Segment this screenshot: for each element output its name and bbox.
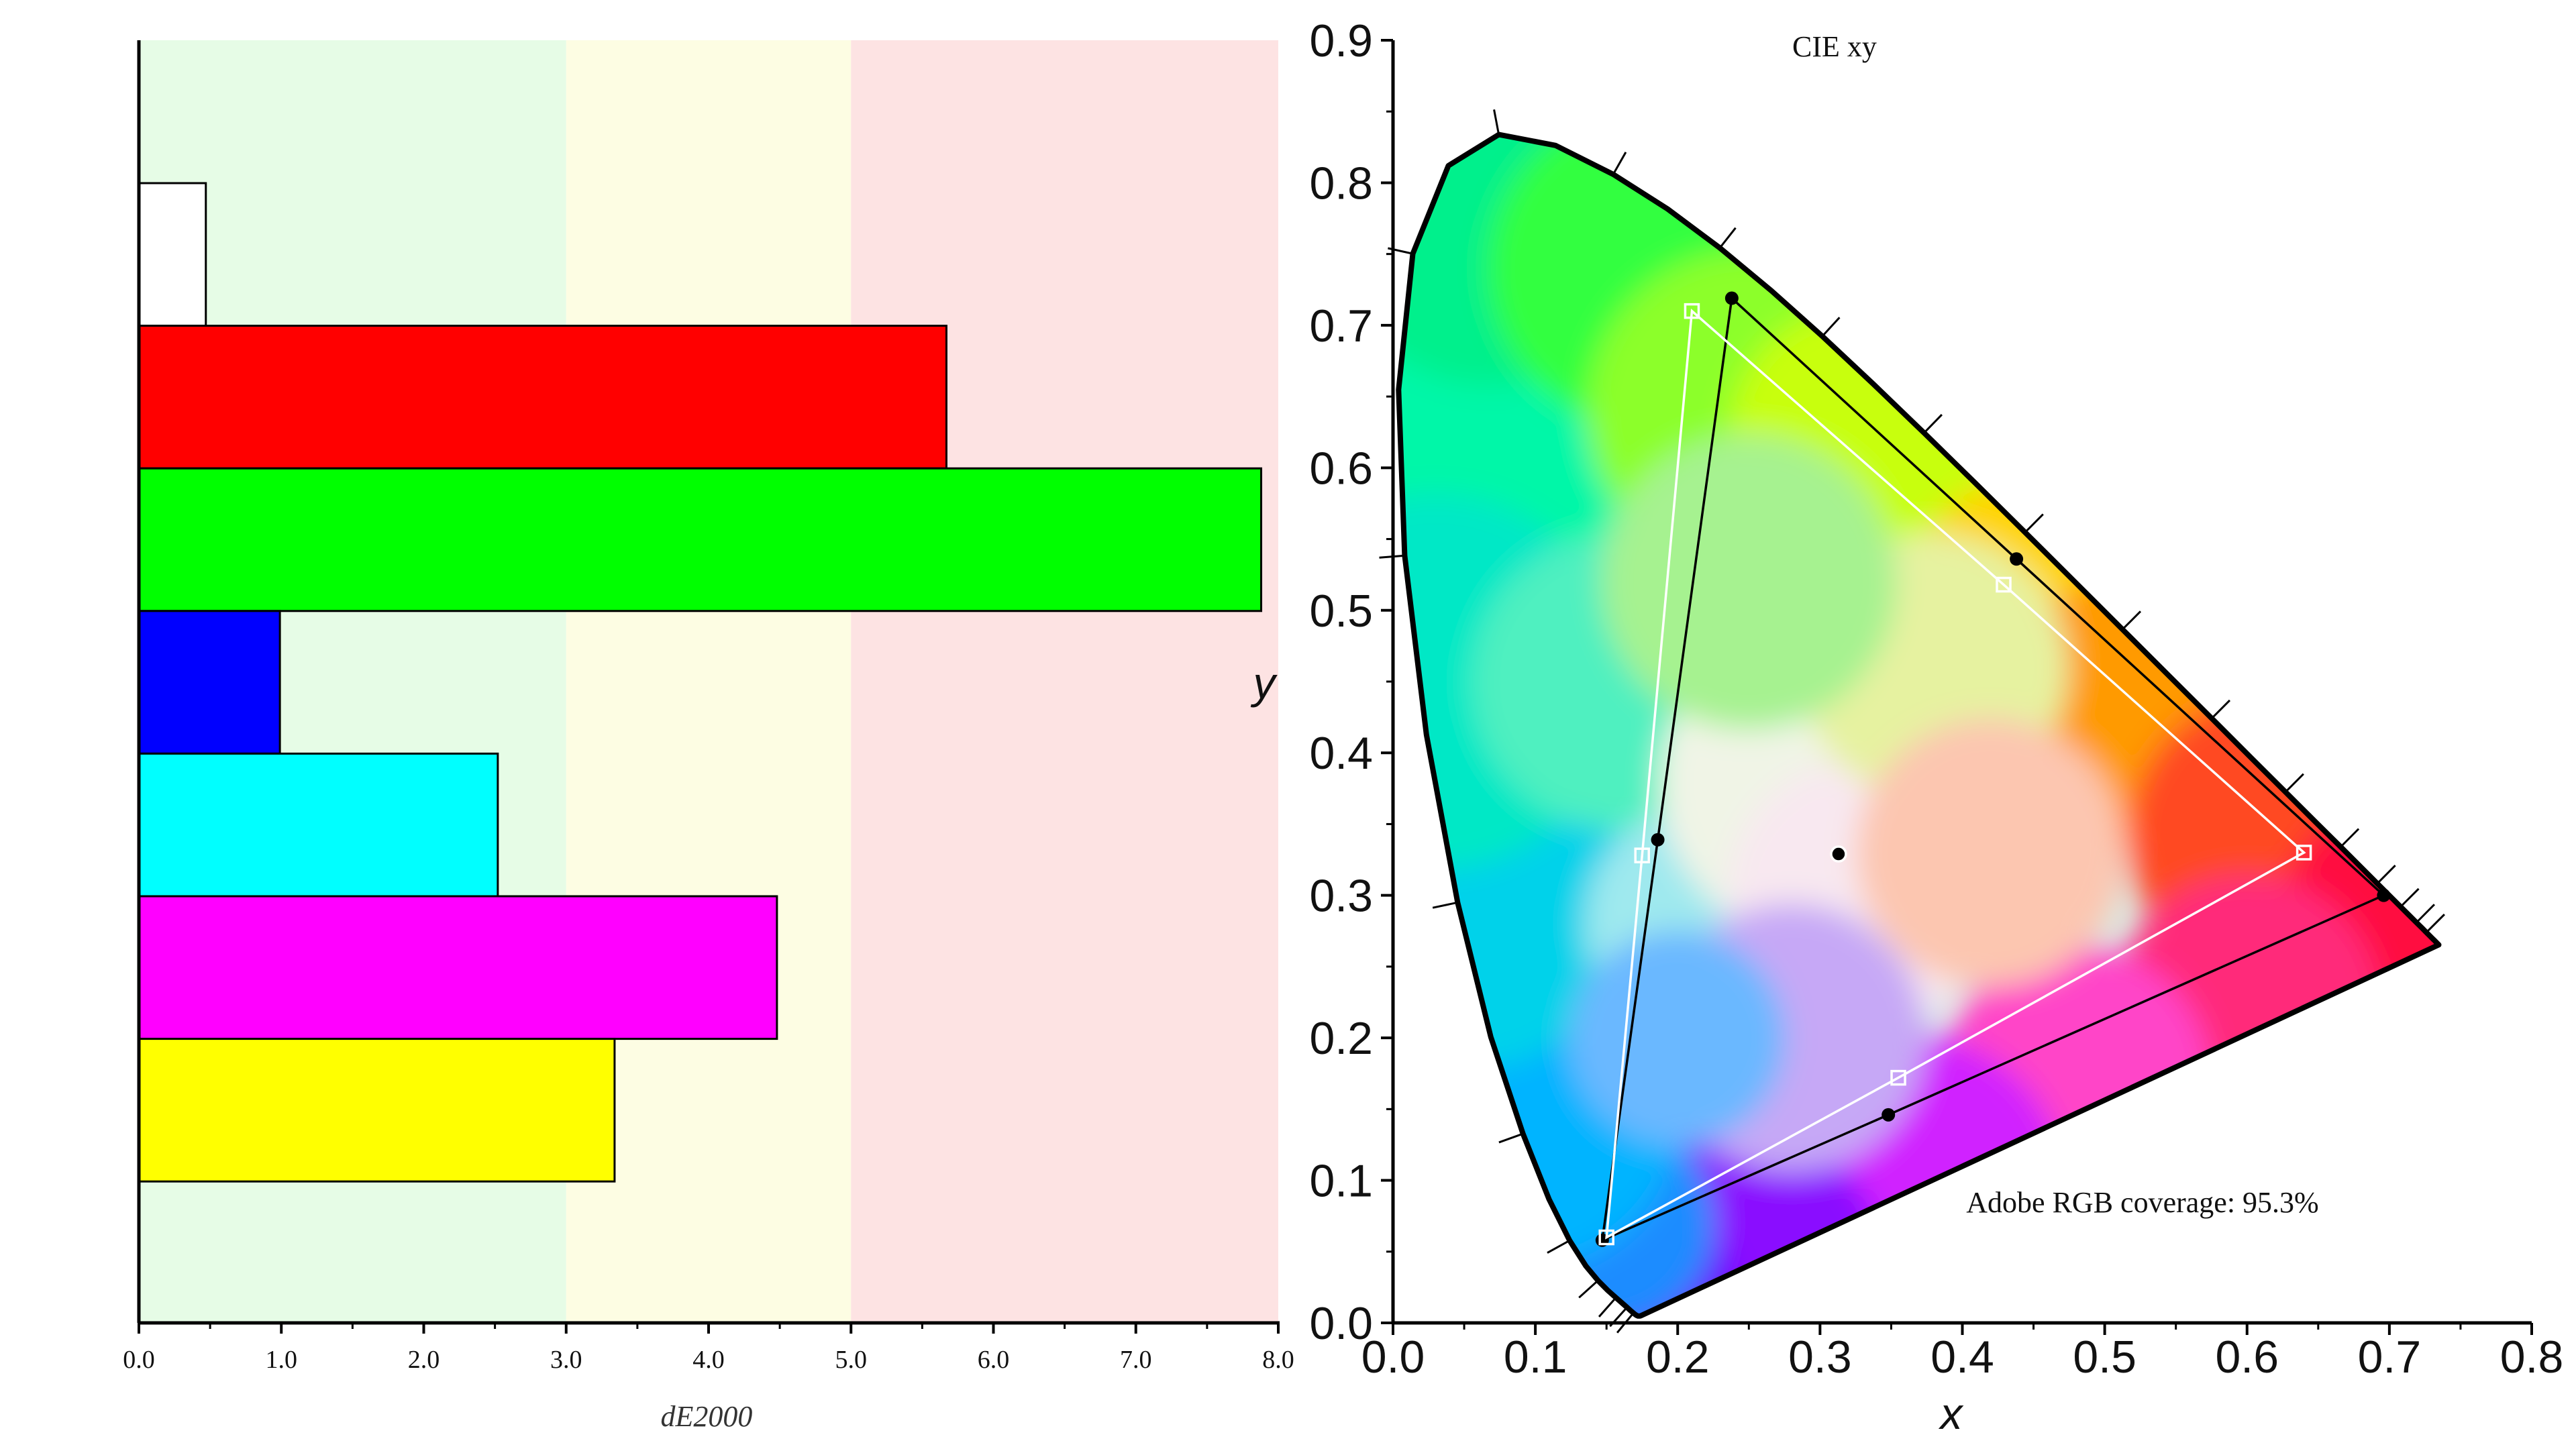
de-x-tick-label: 0.0: [123, 1346, 155, 1374]
wavelength-tick: [2211, 699, 2231, 719]
wavelength-tick: [2024, 513, 2044, 533]
coverage-annotation: Adobe RGB coverage: 95.3%: [1966, 1186, 2318, 1219]
cie-x-tick-label: 0.2: [1646, 1332, 1710, 1383]
de-x-tick-label: 1.0: [266, 1346, 298, 1374]
bar-2: [138, 467, 1263, 612]
wavelength-tick: [1498, 1132, 1524, 1144]
de-x-tick-label: 8.0: [1262, 1346, 1294, 1374]
cie-y-tick-label: 0.5: [1309, 586, 1373, 637]
cie-y-tick-label: 0.9: [1309, 15, 1373, 66]
tolerance-band-2: [851, 40, 1278, 1323]
tolerance-bands: [139, 40, 1278, 1323]
gamut-point: [1890, 1069, 1906, 1086]
gamut-point: [2010, 552, 2024, 566]
cie-fill-patch-25: [1601, 434, 1897, 730]
cie-y-tick-label: 0.0: [1309, 1298, 1373, 1349]
de-x-tick-label: 7.0: [1120, 1346, 1152, 1374]
wavelength-tick: [1578, 1279, 1599, 1299]
cie-fill-patch-23: [1856, 718, 2125, 987]
cie-blurred-fill: [1398, 134, 2439, 1316]
white-point-marker: [1830, 845, 1847, 863]
cie-y-tick-label: 0.1: [1309, 1156, 1373, 1207]
de-x-tick-label: 3.0: [550, 1346, 582, 1374]
bar-0: [138, 182, 207, 327]
wavelength-tick: [2400, 888, 2420, 908]
gamut-point: [1598, 1229, 1614, 1246]
de-x-tick-label: 4.0: [692, 1346, 725, 1374]
cie-x-tick-label: 0.7: [2358, 1332, 2422, 1383]
bar-3: [138, 610, 281, 755]
cie-y-tick-label: 0.8: [1309, 158, 1373, 209]
wavelength-tick: [1432, 901, 1458, 909]
y-axis-label: y: [1251, 658, 1278, 708]
chart-title: CIE xy: [1792, 30, 1877, 63]
bar-4: [138, 752, 499, 898]
cie-x-tick-label: 0.8: [2500, 1332, 2564, 1383]
wavelength-tick: [1821, 317, 1841, 337]
gamut-point: [1882, 1108, 1896, 1122]
cie-x-tick-label: 0.3: [1788, 1332, 1852, 1383]
gamut-outline-1: [1605, 309, 2306, 1240]
gamut-point: [1724, 291, 1739, 305]
wavelength-tick: [1547, 1239, 1570, 1254]
wavelength-tick: [2122, 610, 2142, 631]
cie-axes: 0.0 0.1 0.2 0.3 0.4 0.5 0.6 0.7 0.8 0.0 0.1 0.2 0.3 0…: [1309, 15, 2563, 1383]
de-x-tick-label: 5.0: [835, 1346, 868, 1374]
cie-fill-patch-26: [1570, 930, 1786, 1146]
x-axis-label: dE2000: [661, 1400, 753, 1433]
gamut-point: [2296, 845, 2312, 861]
gamut-triangles: [1595, 291, 2391, 1247]
wavelength-tick: [1923, 413, 1943, 434]
wavelength-tick: [2425, 913, 2445, 933]
bar-series: [138, 182, 1263, 1183]
cie-x-tick-label: 0.6: [2215, 1332, 2279, 1383]
gamut-point: [1996, 576, 2012, 593]
wavelength-tick: [1718, 227, 1737, 249]
cie-y-tick-label: 0.3: [1309, 871, 1373, 922]
cie-y-tick-label: 0.6: [1309, 443, 1373, 494]
cie-xy-chart: 0.0 0.1 0.2 0.3 0.4 0.5 0.6 0.7 0.8 0.0 0.1 0.2 0.3 0…: [1251, 15, 2564, 1438]
gamut-point: [2377, 888, 2391, 902]
wavelength-tick: [1493, 109, 1500, 135]
cie-y-tick-label: 0.7: [1309, 301, 1373, 352]
gamut-point: [1634, 847, 1650, 863]
cie-x-tick-label: 0.1: [1504, 1332, 1567, 1383]
x-axis-label: x: [1939, 1389, 1964, 1438]
wavelength-tick: [1612, 152, 1627, 175]
wavelength-tick: [1598, 1297, 1617, 1318]
bar-6: [138, 1038, 616, 1183]
de-x-tick-label: 2.0: [408, 1346, 440, 1374]
cie-y-tick-label: 0.2: [1309, 1013, 1373, 1064]
bar-1: [138, 325, 947, 470]
de-axes: 0.0 1.0 2.0 3.0 4.0 5.0 6.0 7.0 8.0: [123, 40, 1294, 1374]
cie-x-tick-label: 0.0: [1361, 1332, 1425, 1383]
wavelength-tick: [2376, 865, 2396, 885]
gamut-point: [1684, 303, 1700, 319]
wavelength-tick: [2340, 828, 2360, 848]
bar-5: [138, 895, 778, 1040]
gamut-point: [1651, 833, 1665, 847]
de2000-bar-chart: 0.0 1.0 2.0 3.0 4.0 5.0 6.0 7.0 8.0 dE2000: [123, 40, 1294, 1433]
cie-y-tick-label: 0.4: [1309, 728, 1373, 779]
wavelength-tick: [2284, 773, 2304, 793]
de-x-tick-label: 6.0: [978, 1346, 1010, 1374]
cie-x-tick-label: 0.4: [1930, 1332, 1994, 1383]
spectral-locus-outline: [1396, 131, 2442, 1319]
wavelength-tick: [2416, 904, 2435, 924]
cie-x-tick-label: 0.5: [2073, 1332, 2136, 1383]
